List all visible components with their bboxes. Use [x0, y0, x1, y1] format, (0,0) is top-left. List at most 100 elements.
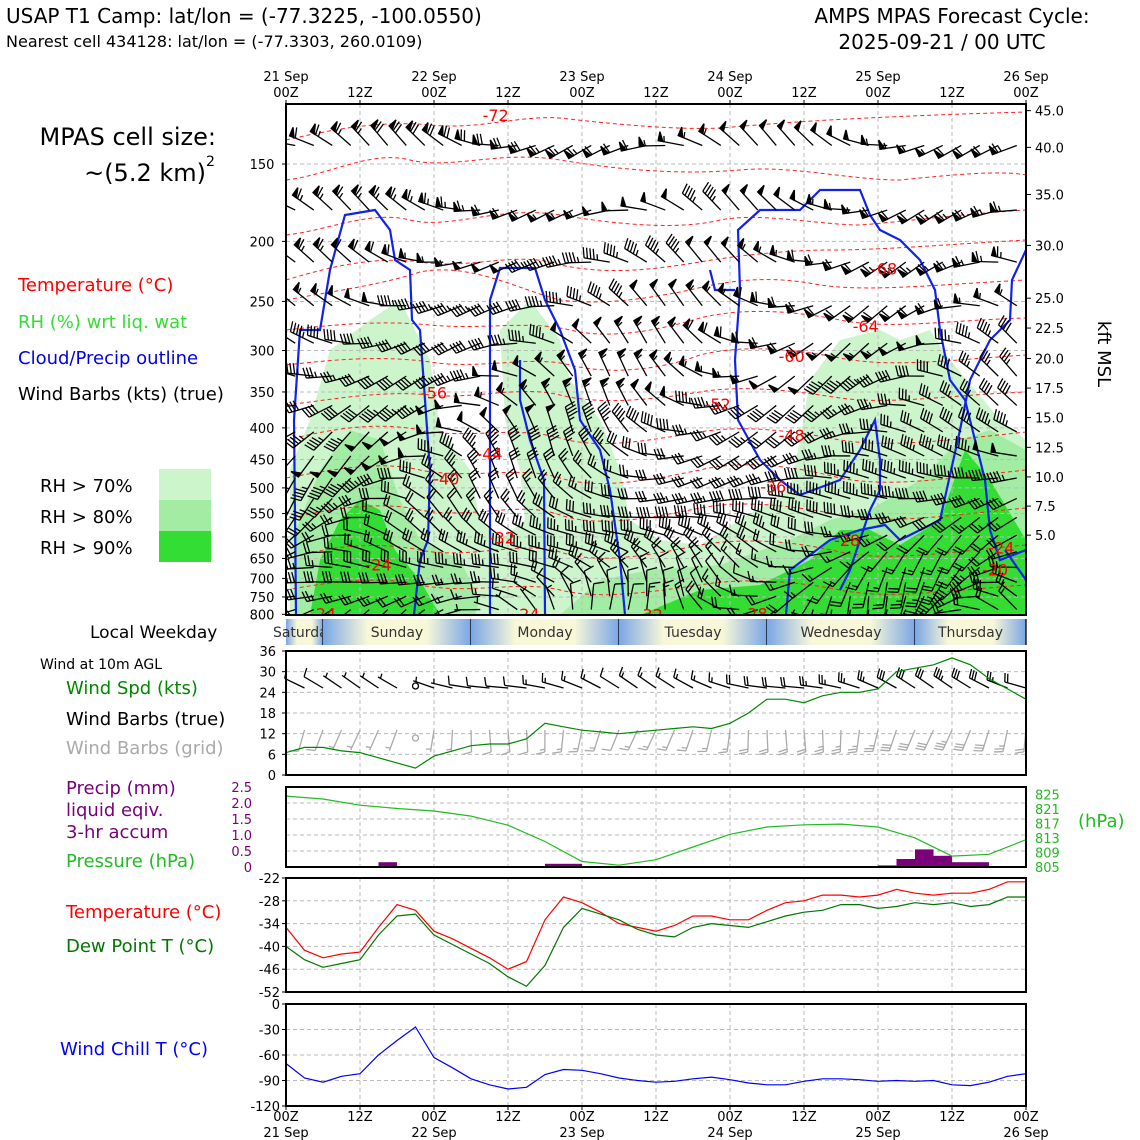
barb-half	[439, 259, 443, 266]
upper-air-wind-barb	[951, 209, 981, 222]
barb-staff	[847, 551, 870, 569]
barb-staff	[863, 375, 888, 388]
barb-flag	[489, 209, 499, 220]
upper-air-wind-barb	[739, 119, 759, 146]
barb-full	[440, 302, 448, 313]
barb-full	[405, 475, 410, 487]
barb-full	[886, 461, 890, 472]
barb-staff	[713, 606, 740, 611]
barb-staff	[900, 582, 907, 608]
pressure-tick-label: 813	[1035, 832, 1060, 847]
upper-air-wind-barb	[574, 553, 592, 583]
barb-full	[505, 467, 515, 476]
barb-full	[443, 125, 448, 137]
barb-full	[714, 402, 722, 413]
upper-air-wind-barb	[865, 596, 870, 615]
barb-staff	[788, 566, 814, 575]
barb-flag	[767, 297, 775, 309]
barb-half	[717, 371, 720, 378]
barb-full	[529, 258, 537, 269]
barb-half	[617, 321, 623, 327]
barb-full	[380, 467, 385, 479]
upper-air-wind-barb	[343, 532, 370, 553]
barb-full	[552, 751, 562, 754]
barb-full	[975, 250, 979, 262]
barb-full	[979, 348, 986, 359]
barb-staff	[383, 503, 407, 518]
barb-flag	[633, 348, 643, 359]
barb-full	[690, 459, 699, 469]
upper-air-wind-barb	[289, 321, 315, 344]
upper-air-wind-barb	[339, 477, 370, 493]
barb-flag	[629, 279, 638, 291]
barb-full	[767, 471, 773, 482]
barb-full	[940, 464, 943, 476]
barb-flag	[401, 188, 408, 201]
barb-full	[320, 505, 330, 514]
upper-air-wind-barb	[726, 475, 758, 488]
barb-staff	[531, 569, 555, 583]
barb-flag	[951, 257, 961, 268]
barb-full	[439, 431, 444, 443]
barb-full	[548, 255, 555, 267]
barb-half	[500, 387, 505, 394]
upper-air-wind-barb	[415, 424, 444, 435]
temperature-line	[285, 881, 1026, 970]
barb-full	[783, 438, 793, 447]
barb-full	[531, 295, 536, 307]
barb-half	[662, 746, 668, 749]
upper-air-wind-barb	[435, 417, 462, 433]
barb-full	[663, 566, 674, 571]
precip-bar	[378, 862, 397, 867]
barb-full	[323, 410, 333, 419]
barb-full	[468, 450, 478, 459]
barb-full	[480, 533, 483, 545]
barb-full	[589, 520, 592, 532]
barb-full	[307, 509, 318, 516]
barb-flag	[896, 144, 906, 155]
barb-full	[856, 378, 865, 388]
barb-staff	[953, 595, 980, 599]
legend-rh90: RH > 90%	[40, 538, 133, 559]
barb-flag	[381, 244, 388, 256]
barb-full	[936, 493, 944, 504]
upper-air-wind-barb	[663, 351, 685, 377]
barb-full	[338, 595, 346, 606]
barb-staff	[627, 583, 635, 610]
precip-bar	[915, 849, 934, 867]
barb-full	[296, 188, 302, 199]
barb-staff	[505, 474, 518, 499]
barb-staff	[734, 521, 759, 536]
barb-full	[677, 505, 681, 517]
barb-full	[881, 569, 893, 575]
barb-full	[931, 525, 941, 533]
barb-flag	[697, 321, 705, 334]
upper-air-wind-barb	[309, 282, 333, 307]
barb-full	[765, 440, 775, 449]
barb-full	[634, 491, 641, 503]
barb-staff	[413, 680, 435, 689]
barb-staff	[979, 357, 999, 377]
upper-air-wind-barb	[810, 609, 814, 615]
upper-air-wind-barb	[764, 470, 795, 483]
barb-staff	[824, 534, 851, 538]
barb-flag	[657, 131, 664, 143]
barb-staff	[720, 548, 740, 568]
upper-air-wind-barb	[421, 453, 444, 479]
upper-air-wind-barb	[478, 508, 500, 536]
barb-full	[323, 445, 334, 452]
barb-flag	[502, 404, 512, 416]
barb-half	[751, 575, 755, 582]
barb-full	[292, 510, 304, 516]
upper-air-wind-barb	[368, 184, 389, 211]
barb-staff	[286, 431, 296, 438]
barb-full	[485, 425, 495, 434]
barb-flag	[291, 187, 299, 200]
barb-staff	[447, 476, 463, 499]
barb-full	[871, 462, 874, 473]
barb-half	[538, 523, 541, 530]
wind-10m-title: Wind at 10m AGL	[40, 657, 162, 673]
barb-full	[672, 241, 680, 251]
barb-half	[446, 375, 451, 382]
barb-staff	[470, 729, 473, 753]
